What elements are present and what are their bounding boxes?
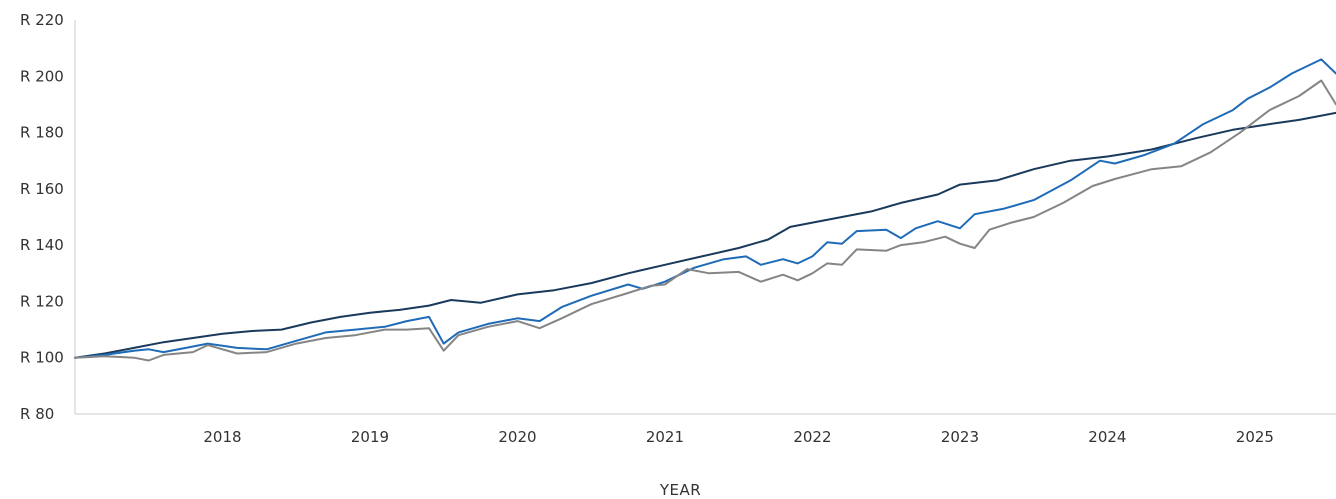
series-line-3 bbox=[74, 79, 1336, 362]
x-tick-label: 2020 bbox=[498, 428, 536, 446]
series-line-2 bbox=[74, 58, 1336, 359]
x-tick-label: 2025 bbox=[1236, 428, 1274, 446]
x-tick-label: 2022 bbox=[793, 428, 831, 446]
y-tick-label: R 80 bbox=[20, 405, 54, 423]
y-tick-label: R 180 bbox=[20, 124, 64, 142]
x-tick-label: 2021 bbox=[646, 428, 684, 446]
x-tick-label: 2023 bbox=[941, 428, 979, 446]
y-tick-label: R 200 bbox=[20, 67, 64, 85]
series-line-1 bbox=[74, 111, 1336, 359]
y-tick-label: R 140 bbox=[20, 236, 64, 254]
y-tick-label: R 100 bbox=[20, 349, 64, 367]
x-axis-ticks: 2018 2019 2020 2021 2022 2023 2024 2025 bbox=[203, 428, 1274, 446]
series-lines bbox=[74, 58, 1336, 362]
y-tick-label: R 120 bbox=[20, 292, 64, 310]
y-axis-ticks: R 80 R 100 R 120 R 140 R 160 R 180 R 200 R 220 bbox=[20, 11, 64, 423]
y-tick-label: R 160 bbox=[20, 180, 64, 198]
x-axis-title: YEAR bbox=[659, 481, 701, 499]
y-tick-label: R 220 bbox=[20, 11, 64, 29]
x-tick-label: 2024 bbox=[1088, 428, 1126, 446]
x-tick-label: 2019 bbox=[351, 428, 389, 446]
x-tick-label: 2018 bbox=[203, 428, 241, 446]
